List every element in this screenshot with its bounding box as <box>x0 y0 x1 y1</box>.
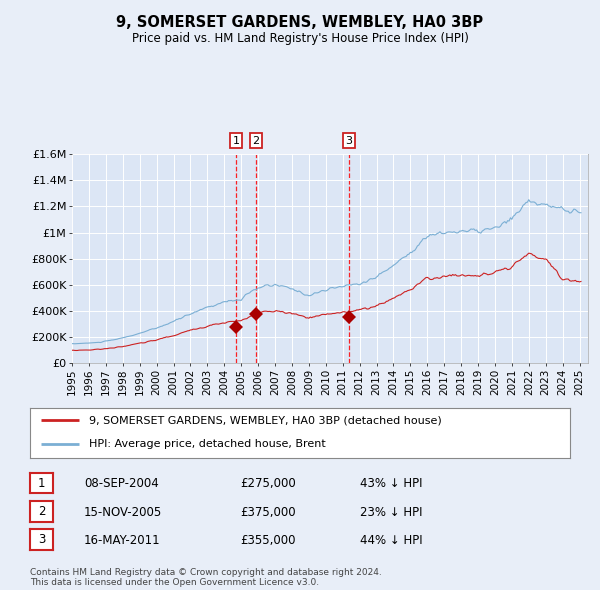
Text: 16-MAY-2011: 16-MAY-2011 <box>84 534 161 547</box>
Text: £275,000: £275,000 <box>240 477 296 490</box>
Text: £355,000: £355,000 <box>240 534 296 547</box>
Text: 1: 1 <box>38 477 45 490</box>
Text: £375,000: £375,000 <box>240 506 296 519</box>
Text: Price paid vs. HM Land Registry's House Price Index (HPI): Price paid vs. HM Land Registry's House … <box>131 32 469 45</box>
Text: 44% ↓ HPI: 44% ↓ HPI <box>360 534 422 547</box>
Text: 2: 2 <box>38 505 45 518</box>
Text: 1: 1 <box>232 136 239 146</box>
Text: HPI: Average price, detached house, Brent: HPI: Average price, detached house, Bren… <box>89 439 326 449</box>
Text: 3: 3 <box>38 533 45 546</box>
Text: 3: 3 <box>346 136 352 146</box>
Text: 15-NOV-2005: 15-NOV-2005 <box>84 506 162 519</box>
Text: 23% ↓ HPI: 23% ↓ HPI <box>360 506 422 519</box>
Text: 9, SOMERSET GARDENS, WEMBLEY, HA0 3BP: 9, SOMERSET GARDENS, WEMBLEY, HA0 3BP <box>116 15 484 30</box>
Text: 2: 2 <box>253 136 260 146</box>
Text: 9, SOMERSET GARDENS, WEMBLEY, HA0 3BP (detached house): 9, SOMERSET GARDENS, WEMBLEY, HA0 3BP (d… <box>89 415 442 425</box>
Text: Contains HM Land Registry data © Crown copyright and database right 2024.
This d: Contains HM Land Registry data © Crown c… <box>30 568 382 587</box>
Text: 08-SEP-2004: 08-SEP-2004 <box>84 477 159 490</box>
Text: 43% ↓ HPI: 43% ↓ HPI <box>360 477 422 490</box>
